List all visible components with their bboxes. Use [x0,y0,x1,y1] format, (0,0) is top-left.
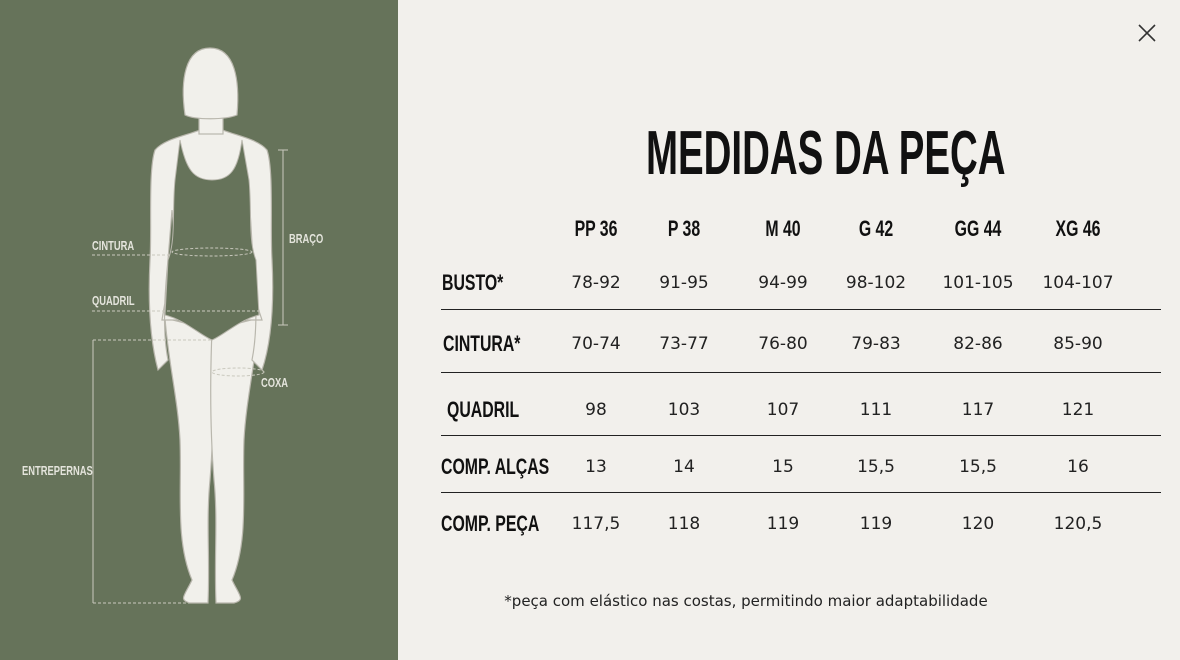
row-label: COMP. ALÇAS [441,454,550,479]
figure-label: CINTURA [92,238,135,253]
cell: 98-102 [845,273,907,293]
cell: 85-90 [1053,334,1103,354]
row-label: BUSTO* [442,270,504,295]
close-button[interactable] [1136,22,1158,44]
row-label: COMP. PEÇA [441,511,540,536]
cell: 103 [667,400,701,420]
cell: 13 [585,457,607,477]
cell: 121 [1061,400,1095,420]
column-header: PP 36 [574,216,618,241]
column-header: XG 46 [1055,216,1101,241]
cell: 98 [585,400,607,420]
column-header: G 42 [858,216,894,241]
cell: 91-95 [659,273,709,293]
row-divider [441,435,1161,436]
cell: 101-105 [942,273,1014,293]
row-divider [441,372,1161,373]
cell: 111 [859,400,893,420]
cell: 16 [1067,457,1089,477]
cell: 14 [673,457,695,477]
figure-label: BRAÇO [289,231,324,246]
cell: 118 [667,514,701,534]
title: MEDIDAS DA PEÇA [646,119,1006,188]
body-figure [92,47,288,604]
cell: 76-80 [758,334,808,354]
cell: 94-99 [758,273,808,293]
cell: 15,5 [959,457,997,477]
cell: 82-86 [953,334,1003,354]
figure-label: QUADRIL [92,293,135,308]
cell: 15 [772,457,794,477]
column-header: P 38 [667,216,701,241]
cell: 119 [766,514,800,534]
column-header: GG 44 [954,216,1002,241]
cell: 70-74 [571,334,621,354]
row-divider [441,309,1161,310]
column-header: M 40 [765,216,801,241]
footnote: *peça com elástico nas costas, permitind… [504,592,988,610]
cell: 119 [859,514,893,534]
cell: 120 [961,514,995,534]
cell: 78-92 [571,273,621,293]
row-label: QUADRIL [447,397,520,422]
cell: 15,5 [857,457,895,477]
cell: 79-83 [851,334,901,354]
cell: 107 [766,400,800,420]
row-label: CINTURA* [443,331,521,356]
cell: 120,5 [1053,514,1103,534]
figure-label: COXA [261,375,289,390]
cell: 104-107 [1042,273,1114,293]
cell: 117 [961,400,995,420]
cell: 117,5 [571,514,621,534]
figure-label: ENTREPERNAS [22,463,93,478]
cell: 73-77 [659,334,709,354]
figure-panel: CINTURA QUADRIL BRAÇO COXA ENTREPERNAS [0,0,398,660]
row-divider [441,492,1161,493]
